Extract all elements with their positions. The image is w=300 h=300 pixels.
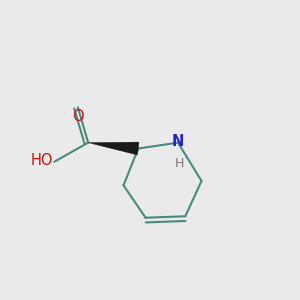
Text: HO: HO <box>30 153 53 168</box>
Text: O: O <box>72 109 84 124</box>
Text: N: N <box>172 134 184 149</box>
Text: H: H <box>175 157 184 170</box>
Polygon shape <box>88 142 139 155</box>
